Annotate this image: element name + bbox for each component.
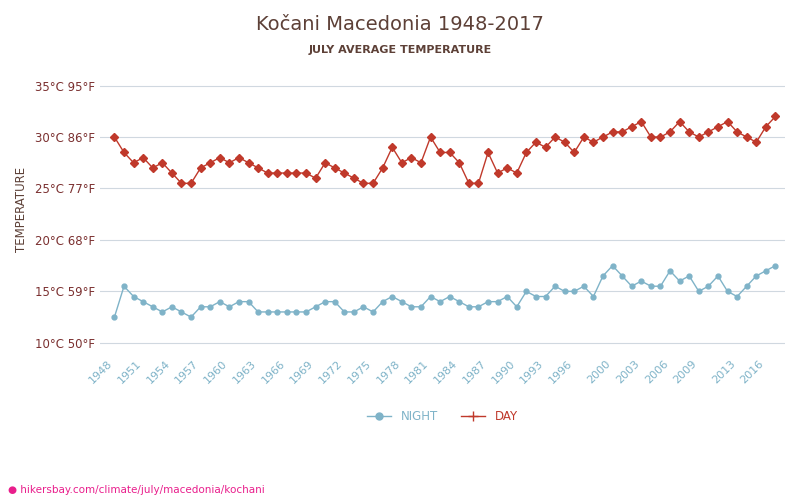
Text: JULY AVERAGE TEMPERATURE: JULY AVERAGE TEMPERATURE	[308, 45, 492, 55]
Legend: NIGHT, DAY: NIGHT, DAY	[362, 406, 522, 428]
Text: Kočani Macedonia 1948-2017: Kočani Macedonia 1948-2017	[256, 15, 544, 34]
Y-axis label: TEMPERATURE: TEMPERATURE	[15, 166, 28, 252]
Text: ● hikersbay.com/climate/july/macedonia/kochani: ● hikersbay.com/climate/july/macedonia/k…	[8, 485, 265, 495]
